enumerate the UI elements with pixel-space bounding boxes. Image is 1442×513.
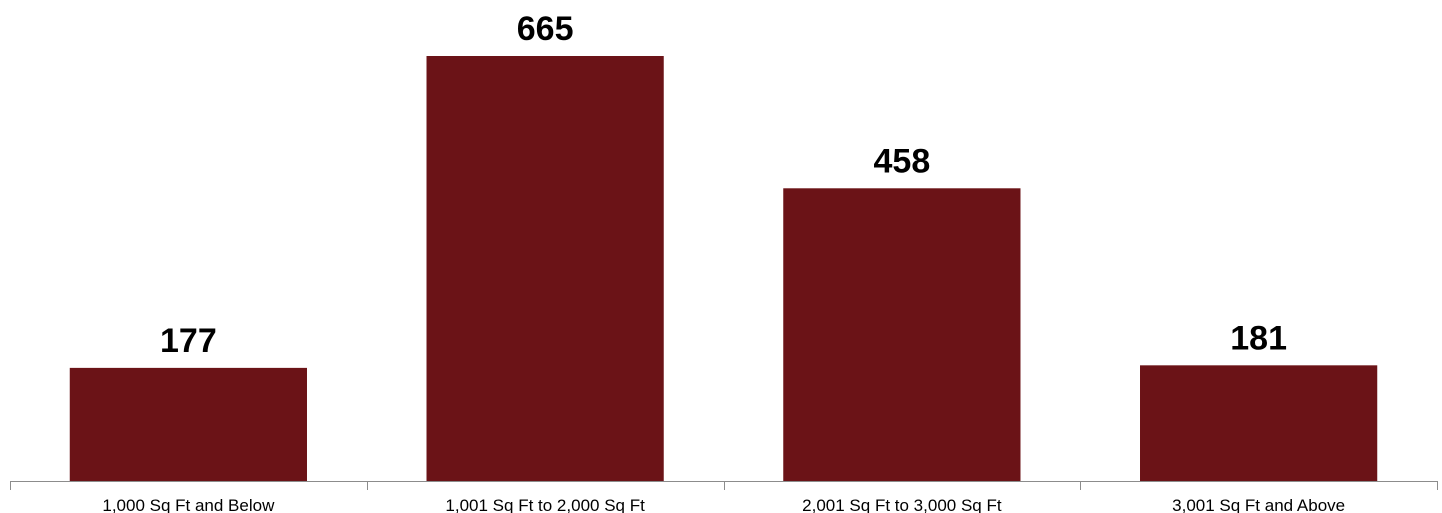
- x-tick-label-3: 2,001 Sq Ft to 3,000 Sq Ft: [802, 496, 1002, 513]
- bar-value-label-3: 458: [874, 142, 931, 180]
- x-tick-label-4: 3,001 Sq Ft and Above: [1172, 496, 1345, 513]
- x-axis-ticks-group: [10, 481, 1438, 490]
- bar-1: [69, 367, 307, 481]
- x-tick-label-1: 1,000 Sq Ft and Below: [102, 496, 275, 513]
- bar-3: [783, 188, 1021, 482]
- bar-4: [1140, 365, 1378, 481]
- x-axis-tick-labels-group: 1,000 Sq Ft and Below 1,001 Sq Ft to 2,00…: [102, 496, 1345, 513]
- x-tick-label-2: 1,001 Sq Ft to 2,000 Sq Ft: [445, 496, 645, 513]
- bar-2: [426, 56, 664, 481]
- value-labels-group: 177 665 458 181: [160, 10, 1287, 360]
- bar-value-label-1: 177: [160, 322, 217, 360]
- bar-value-label-2: 665: [517, 10, 574, 48]
- bar-value-label-4: 181: [1230, 319, 1287, 357]
- bars-group: [69, 56, 1378, 482]
